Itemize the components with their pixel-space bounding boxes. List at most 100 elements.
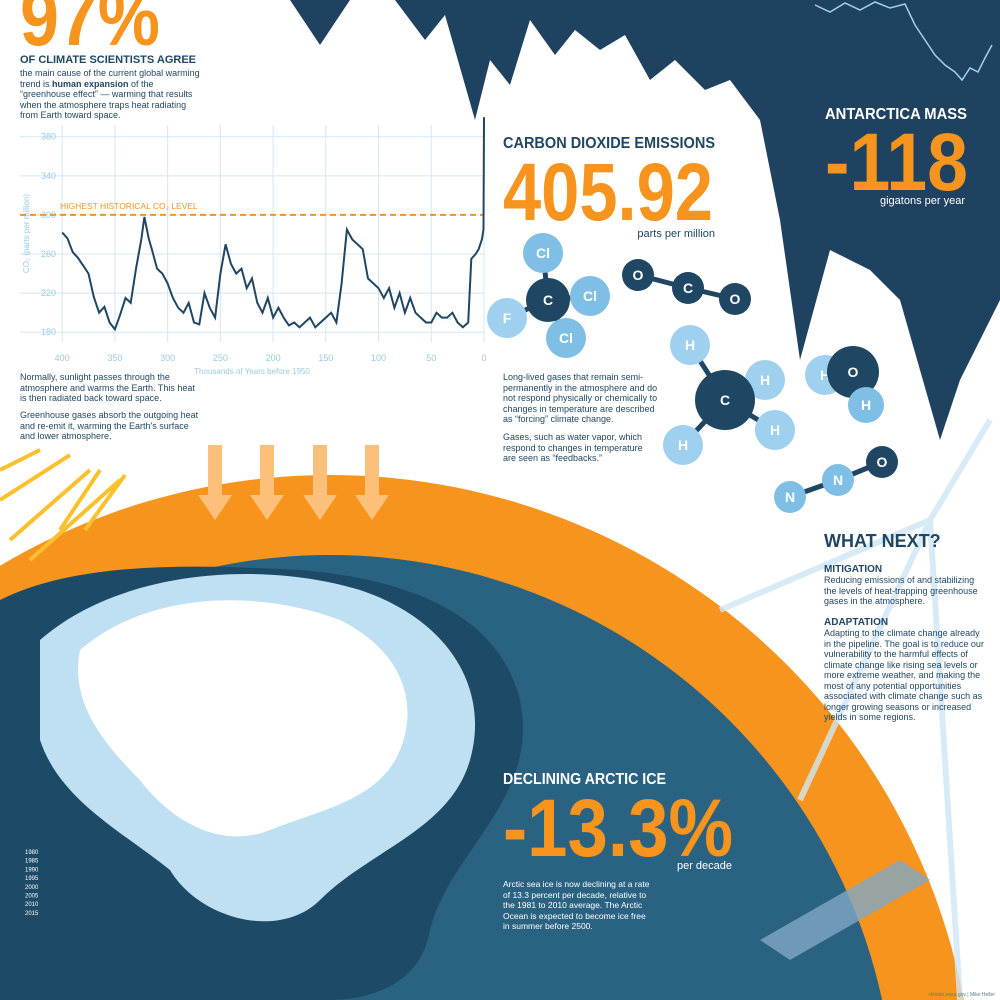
atom-label: C (543, 292, 553, 308)
atom-label: Cl (536, 245, 550, 261)
atom (719, 283, 751, 315)
mitigation-text: Reducing emissions of and stabilizing th… (824, 575, 978, 606)
atom (670, 325, 710, 365)
arctic-title: DECLINING ARCTIC ICE (503, 771, 666, 788)
arctic-text: Arctic sea ice is now declining at a rat… (503, 879, 650, 931)
co2-chart: 180 220 260 300 340 380 400 350 300 250 200 150 100 5… (20, 117, 487, 376)
y-tick-label: 180 (41, 327, 56, 337)
x-tick-label: 100 (371, 353, 386, 363)
y-tick-label: 300 (41, 210, 56, 220)
greenhouse-p2: Greenhouse gases absorb the outgoing hea… (20, 410, 199, 441)
year-label: 2015 (25, 911, 39, 917)
y-tick-label: 220 (41, 288, 56, 298)
atom-label: C (720, 392, 730, 408)
year-label: 1980 (25, 850, 39, 856)
stat-97: 97% (20, 0, 160, 62)
mitigation-title: MITIGATION (824, 564, 882, 575)
atom (526, 278, 570, 322)
atom (774, 481, 806, 513)
mass-trace (814, 1, 993, 82)
atom-label: H (678, 437, 688, 453)
antarctica-mountains (290, 0, 1000, 440)
atom (827, 346, 879, 398)
gases-p2: Gases, such as water vapor, which respon… (503, 432, 643, 463)
threshold-label: HIGHEST HISTORICAL CO₂ LEVEL (60, 201, 198, 211)
x-tick-label: 250 (213, 353, 228, 363)
antarctica-value: -118 (825, 117, 968, 208)
sunlight-arrows (198, 445, 389, 520)
atom (822, 464, 854, 496)
x-tick-label: 400 (55, 353, 70, 363)
sea-ice (78, 600, 408, 837)
atom (672, 272, 704, 304)
atom (745, 360, 785, 400)
arctic-unit: per decade (677, 860, 732, 872)
atom (663, 425, 703, 465)
y-tick-label: 340 (41, 171, 56, 181)
x-tick-label: 200 (266, 353, 281, 363)
atom-label: H (685, 337, 695, 353)
atom-label: F (503, 310, 512, 326)
atom-label: O (730, 291, 741, 307)
wind-turbine (718, 418, 993, 1000)
adaptation-text: Adapting to the climate change already i… (824, 628, 984, 722)
molecules: Cl Cl Cl F C O C O H H H H C H O H N N O (487, 233, 898, 513)
x-tick-label: 350 (107, 353, 122, 363)
intro-text-part: the main cause of the current global war… (20, 68, 200, 89)
year-label: 1990 (25, 867, 39, 873)
x-tick-label: 150 (318, 353, 333, 363)
atom-label: O (633, 267, 644, 283)
atom-label: O (848, 364, 859, 380)
year-label: 2005 (25, 894, 39, 900)
heat-rays (0, 448, 127, 562)
antarctica-title: ANTARCTICA MASS (825, 106, 967, 123)
x-tick-label: 300 (160, 353, 175, 363)
atom-label: C (683, 280, 693, 296)
atom-label: H (760, 372, 770, 388)
intro-text-part: of the “greenhouse effect” — warming tha… (20, 78, 193, 121)
co2-value: 405.92 (503, 147, 713, 238)
co2-unit: parts per million (637, 228, 715, 240)
intro-text: the main cause of the current global war… (20, 68, 205, 121)
atom (546, 318, 586, 358)
atom (866, 446, 898, 478)
atom (755, 410, 795, 450)
y-tick-label: 260 (41, 249, 56, 259)
atom (848, 387, 884, 423)
y-tick-label: 380 (41, 132, 56, 142)
y-axis-label: CO₂ (parts per million) (22, 194, 31, 273)
intro-text-bold: human expansion (52, 78, 129, 89)
x-tick-label: 0 (481, 353, 486, 363)
atom-label: Cl (559, 330, 573, 346)
atom-label: O (877, 454, 888, 470)
what-next-title: WHAT NEXT? (824, 531, 941, 551)
atom-label: H (861, 397, 871, 413)
atom-label: N (785, 489, 795, 505)
gases-p1: Long-lived gases that remain semi-perman… (503, 372, 658, 424)
antarctica-unit: gigatons per year (880, 195, 965, 207)
atom-label: Cl (583, 288, 597, 304)
greenhouse-p1: Normally, sunlight passes through the at… (20, 372, 195, 403)
x-axis-label: Thousands of Years before 1950 (194, 367, 310, 376)
atom-label: H (770, 422, 780, 438)
atom (695, 370, 755, 430)
atom (523, 233, 563, 273)
atom (622, 259, 654, 291)
arctic-value: -13.3% (503, 783, 733, 874)
atom-label: H (820, 367, 830, 383)
year-label: 2000 (25, 885, 39, 891)
year-label: 1995 (25, 876, 39, 882)
atom-label: N (833, 472, 843, 488)
adaptation-title: ADAPTATION (824, 617, 888, 628)
atom (487, 298, 527, 338)
x-tick-label: 50 (426, 353, 436, 363)
year-label: 2010 (25, 902, 39, 908)
year-label: 1985 (25, 859, 39, 865)
year-legend: 1980 1985 1990 1995 2000 2005 2010 2015 (25, 850, 39, 917)
co2-title: CARBON DIOXIDE EMISSIONS (503, 135, 715, 152)
footer: climate.nasa.gov | Mike Heller (928, 992, 995, 998)
atom (570, 276, 610, 316)
co2-line (61, 117, 485, 332)
